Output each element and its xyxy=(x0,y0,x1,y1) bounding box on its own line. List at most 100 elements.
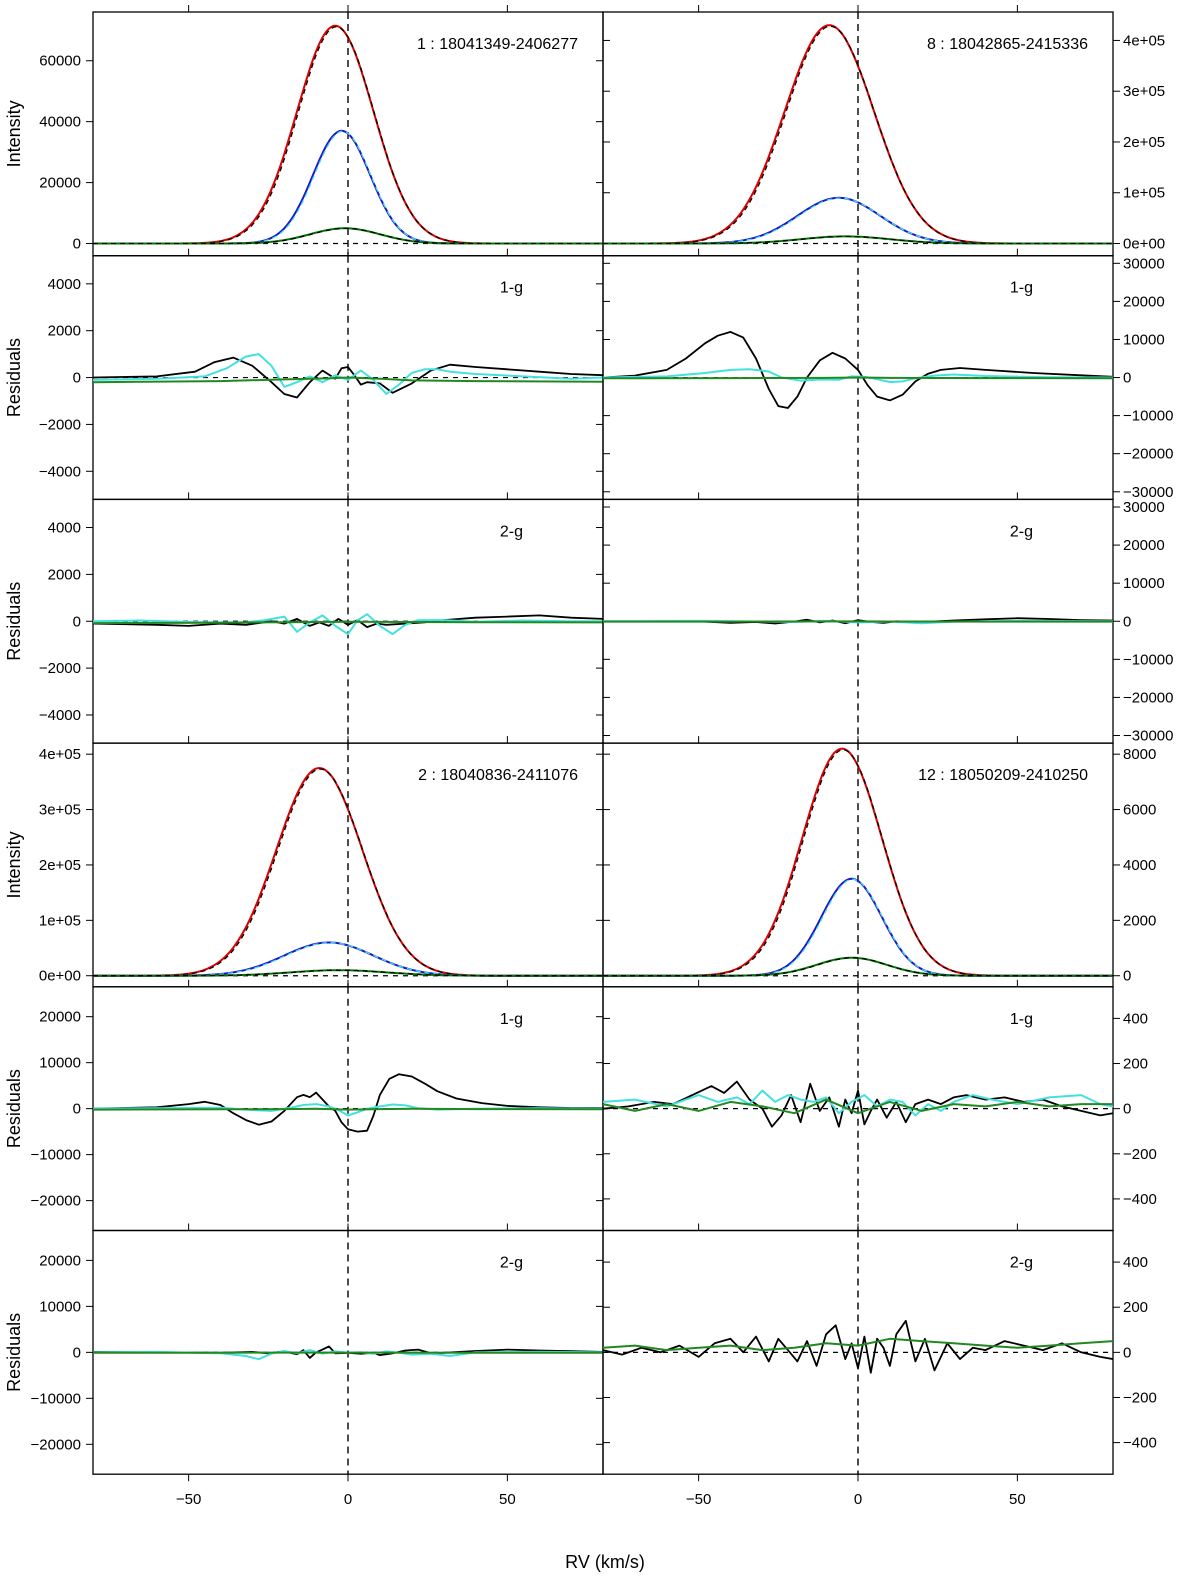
fit-tag: 2-g xyxy=(1010,1255,1033,1272)
residual-main xyxy=(603,1319,1113,1374)
y-tick-label: 10000 xyxy=(39,1055,81,1072)
x-tick-label: −50 xyxy=(686,1491,711,1508)
y-tick-label: 4000 xyxy=(48,520,81,537)
y-axis-label: Residuals xyxy=(4,338,24,417)
y-tick-label: 4e+05 xyxy=(1123,32,1165,49)
fit-tag: 2-g xyxy=(1010,523,1033,540)
residual-C18O xyxy=(93,1107,603,1111)
fit-tag: 1-g xyxy=(500,1011,523,1028)
y-tick-label: −20000 xyxy=(31,1193,81,1210)
y-tick-label: 2000 xyxy=(1123,912,1156,929)
y-tick-label: 0 xyxy=(73,1101,81,1118)
residual-main xyxy=(93,614,603,628)
star-label: 12 : 18050209-2410250 xyxy=(918,767,1088,784)
star-label: 2 : 18040836-2411076 xyxy=(418,767,578,784)
y-tick-label: −10000 xyxy=(1123,651,1173,668)
y-tick-label: 20000 xyxy=(1123,537,1165,554)
x-tick-label: 50 xyxy=(499,1491,516,1508)
y-tick-label: −10000 xyxy=(31,1390,81,1407)
y-tick-label: 0 xyxy=(1123,968,1131,985)
y-tick-label: 1e+05 xyxy=(39,912,81,929)
residual-13CO xyxy=(93,353,603,395)
panel-2-residual-1-g: −30000 −20000 −10000 0 10000 20000 30000 1-g xyxy=(602,248,1173,501)
y-tick-label: 2e+05 xyxy=(39,857,81,874)
panel-curves xyxy=(603,255,1113,500)
y-tick-label: 0e+00 xyxy=(1123,236,1165,253)
y-tick-label: 40000 xyxy=(39,114,81,131)
y-tick-label: 1e+05 xyxy=(1123,185,1165,202)
y-tick-label: −400 xyxy=(1123,1191,1157,1208)
panel-curves xyxy=(93,986,603,1231)
x-tick-label: 0 xyxy=(854,1491,862,1508)
y-tick-label: 10000 xyxy=(39,1298,81,1315)
y-tick-label: 10000 xyxy=(1123,331,1165,348)
y-axis-label: Residuals xyxy=(4,582,24,661)
residual-main xyxy=(93,1073,603,1133)
fit-tag: 1-g xyxy=(500,280,523,297)
panel-4-residual-1-g: −400 −200 0 200 400 1-g xyxy=(602,979,1157,1232)
y-tick-label: 20000 xyxy=(39,1009,81,1026)
y-tick-label: 0 xyxy=(1123,613,1131,630)
y-tick-label: 400 xyxy=(1123,1010,1148,1027)
x-tick-label: −50 xyxy=(176,1491,201,1508)
residual-main xyxy=(603,331,1113,409)
residual-C18O xyxy=(93,376,603,384)
panel-4-residual-2-g: −50 0 50 −400 −200 0 200 400 2-g xyxy=(602,1223,1157,1508)
y-tick-label: 200 xyxy=(1123,1299,1148,1316)
panel-3-intensity: 0e+00 1e+05 2e+05 3e+05 4e+05 Intensity 2 : 18… xyxy=(4,736,604,988)
fit-C18O xyxy=(603,957,1113,977)
y-tick-label: −10000 xyxy=(1123,408,1173,425)
y-tick-label: 8000 xyxy=(1123,746,1156,763)
y-tick-label: −20000 xyxy=(1123,446,1173,463)
panel-curves xyxy=(93,743,603,987)
panel-2-residual-2-g: −30000 −20000 −10000 0 10000 20000 30000 2-g xyxy=(602,492,1173,744)
y-tick-label: 2000 xyxy=(48,566,81,583)
star-label: 8 : 18042865-2415336 xyxy=(927,36,1088,53)
y-tick-label: 0 xyxy=(73,613,81,630)
y-tick-label: 4e+05 xyxy=(39,746,81,763)
y-tick-label: −4000 xyxy=(39,463,81,480)
y-tick-label: 0e+00 xyxy=(39,968,81,985)
residual-C18O xyxy=(93,620,603,625)
y-tick-label: −30000 xyxy=(1123,727,1173,744)
residual-13CO xyxy=(603,1089,1113,1117)
y-tick-label: 0 xyxy=(1123,370,1131,387)
y-tick-label: −400 xyxy=(1123,1435,1157,1452)
fit-tag: 2-g xyxy=(500,523,523,540)
residual-main xyxy=(603,1080,1113,1128)
y-tick-label: 0 xyxy=(73,236,81,253)
y-tick-label: 200 xyxy=(1123,1056,1148,1073)
panel-curves xyxy=(603,1230,1113,1475)
x-axis-label: RV (km/s) xyxy=(565,1552,645,1572)
y-tick-label: 0 xyxy=(73,370,81,387)
y-tick-label: 2000 xyxy=(48,323,81,340)
y-tick-label: 2e+05 xyxy=(1123,134,1165,151)
y-tick-label: 10000 xyxy=(1123,575,1165,592)
x-tick-label: 50 xyxy=(1009,1491,1026,1508)
fit-tag: 1-g xyxy=(1010,280,1033,297)
panel-1-intensity: 0 20000 40000 60000 Intensity 1 : 18041349-24… xyxy=(4,5,604,257)
y-tick-label: 30000 xyxy=(1123,499,1165,516)
panel-curves xyxy=(603,12,1113,256)
panel-curves xyxy=(93,12,603,256)
y-tick-label: −200 xyxy=(1123,1389,1157,1406)
panel-curves xyxy=(603,743,1113,987)
y-tick-label: −20000 xyxy=(1123,689,1173,706)
panel-1-residual-1-g: −4000 −2000 0 2000 4000 Residuals 1-g xyxy=(4,248,604,501)
y-tick-label: 0 xyxy=(73,1344,81,1361)
y-tick-label: 400 xyxy=(1123,1254,1148,1271)
fit-C18O xyxy=(93,969,603,977)
panel-curves xyxy=(93,1230,603,1475)
y-axis-label: Residuals xyxy=(4,1069,24,1148)
fit-tag: 2-g xyxy=(500,1255,523,1272)
y-tick-label: 60000 xyxy=(39,53,81,70)
y-tick-label: −20000 xyxy=(31,1436,81,1453)
y-tick-label: 0 xyxy=(1123,1101,1131,1118)
y-axis-label: Intensity xyxy=(4,831,24,898)
y-tick-label: 20000 xyxy=(1123,293,1165,310)
y-tick-label: −2000 xyxy=(39,416,81,433)
residual-C18O xyxy=(603,1098,1113,1115)
panel-4-intensity: 0 2000 4000 6000 8000 12 : 18050209-2410250 xyxy=(602,736,1156,988)
